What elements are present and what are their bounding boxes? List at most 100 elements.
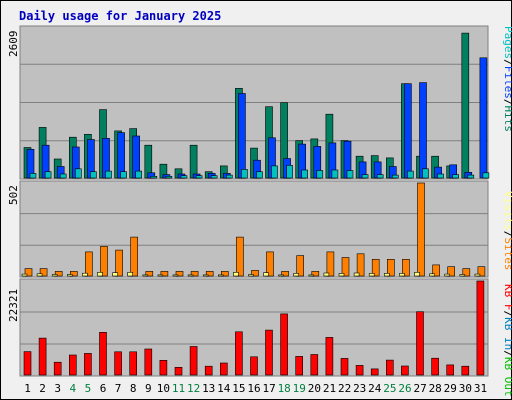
bar-pages <box>391 174 399 179</box>
bar-kb-f <box>159 359 168 376</box>
bar-sites <box>266 251 274 277</box>
panel-legend: KB F/KB In/KB Out <box>502 284 512 397</box>
legend-item: Files <box>502 66 512 99</box>
bar-kb-f <box>114 351 122 376</box>
x-tick-label: 8 <box>130 382 137 395</box>
bar-kb-f <box>280 313 288 376</box>
bar-pages <box>120 171 127 179</box>
bar-kb-f <box>235 331 243 376</box>
plot-area <box>19 180 489 278</box>
x-tick-label: 24 <box>368 382 382 395</box>
x-tick-label: 1 <box>24 382 31 395</box>
bar-visits <box>368 273 375 277</box>
x-axis-day-labels: 1 2 3 4 5 6 7 8 9 10 11 12 13 14 15 16 17 18 19 20 21 22 23 24 2… <box>24 382 487 395</box>
bar-sites <box>432 264 440 277</box>
legend-item: Hits <box>502 106 512 133</box>
bar-pages <box>452 174 460 179</box>
x-tick-label: 26 <box>398 382 411 395</box>
bar-sites <box>296 255 305 277</box>
bar-sites <box>386 258 395 277</box>
bar-visits <box>202 274 209 277</box>
bar-kb-f <box>174 366 183 376</box>
bar-visits <box>112 272 118 277</box>
legend-item: KB In <box>502 317 512 350</box>
x-tick-label: 22 <box>338 382 351 395</box>
bar-kb-f <box>401 365 409 376</box>
bar-pages <box>75 168 82 179</box>
bar-pages <box>150 176 158 179</box>
bar-pages <box>44 171 52 179</box>
bar-sites <box>70 271 78 277</box>
panel-max-label: 22321 <box>7 289 20 322</box>
bar-sites <box>371 258 380 277</box>
bar-visits <box>142 274 149 277</box>
bar-pages <box>226 174 233 179</box>
bar-kb-f <box>385 359 394 376</box>
bar-visits <box>21 273 28 277</box>
x-tick-label: 9 <box>145 382 152 395</box>
bar-pages <box>29 173 37 179</box>
bar-sites <box>251 270 259 277</box>
bar-visits <box>263 272 269 277</box>
gridlines <box>20 311 488 345</box>
bar-sites <box>447 266 456 277</box>
bar-visits <box>399 273 405 277</box>
bar-kb-f <box>325 337 334 376</box>
x-tick-label: 17 <box>262 382 275 395</box>
bar-kb-f <box>461 365 470 376</box>
x-tick-label: 23 <box>353 382 366 395</box>
x-tick-label: 31 <box>474 382 487 395</box>
bar-sites <box>54 271 63 277</box>
bar-sites <box>24 268 33 277</box>
x-tick-label: 13 <box>202 382 215 395</box>
bar-pages <box>301 169 309 179</box>
legend-item: / <box>502 59 512 66</box>
legend-item: / <box>502 350 512 357</box>
x-tick-label: 14 <box>217 382 231 395</box>
bar-sites <box>311 271 320 277</box>
bar-sites <box>281 271 289 277</box>
bar-sites <box>477 266 486 277</box>
x-tick-label: 30 <box>459 382 472 395</box>
bar-visits <box>414 271 420 277</box>
panel-kbytes: 22321 KB F/KB In/KB Out <box>7 278 512 397</box>
bar-sites <box>221 271 229 277</box>
bar-pages <box>59 173 67 179</box>
bar-visits <box>293 273 300 277</box>
chart-title: Daily usage for January 2025 <box>19 9 221 23</box>
bars <box>23 280 485 376</box>
x-tick-label: 15 <box>232 382 245 395</box>
x-tick-label: 21 <box>323 382 336 395</box>
bar-pages <box>256 171 263 179</box>
x-tick-label: 28 <box>429 382 442 395</box>
legend-item: / <box>502 99 512 106</box>
bar-visits <box>444 273 451 277</box>
bar-pages <box>376 174 384 179</box>
bar-visits <box>383 273 390 277</box>
bar-hits <box>189 144 198 179</box>
x-tick-label: 4 <box>69 382 76 395</box>
bar-visits <box>459 274 466 277</box>
bar-kb-f <box>220 362 228 376</box>
gridlines <box>20 213 488 246</box>
bar-sites <box>39 268 48 277</box>
bar-kb-f <box>69 354 77 376</box>
bar-visits <box>82 272 88 277</box>
bar-visits <box>51 274 58 277</box>
panel-max-label: 502 <box>7 185 20 205</box>
bar-kb-f <box>99 331 107 376</box>
bar-kb-f <box>310 354 319 376</box>
x-tick-label: 6 <box>100 382 107 395</box>
bar-pages <box>135 170 142 179</box>
bar-visits <box>172 274 179 277</box>
bar-visits <box>187 274 194 277</box>
bar-pages <box>90 171 97 179</box>
bar-visits <box>97 271 103 277</box>
x-tick-label: 20 <box>308 382 321 395</box>
x-tick-label: 25 <box>383 382 396 395</box>
bar-files <box>479 57 488 179</box>
bar-sites <box>100 246 108 277</box>
x-tick-label: 5 <box>85 382 92 395</box>
bar-hits <box>461 32 470 179</box>
